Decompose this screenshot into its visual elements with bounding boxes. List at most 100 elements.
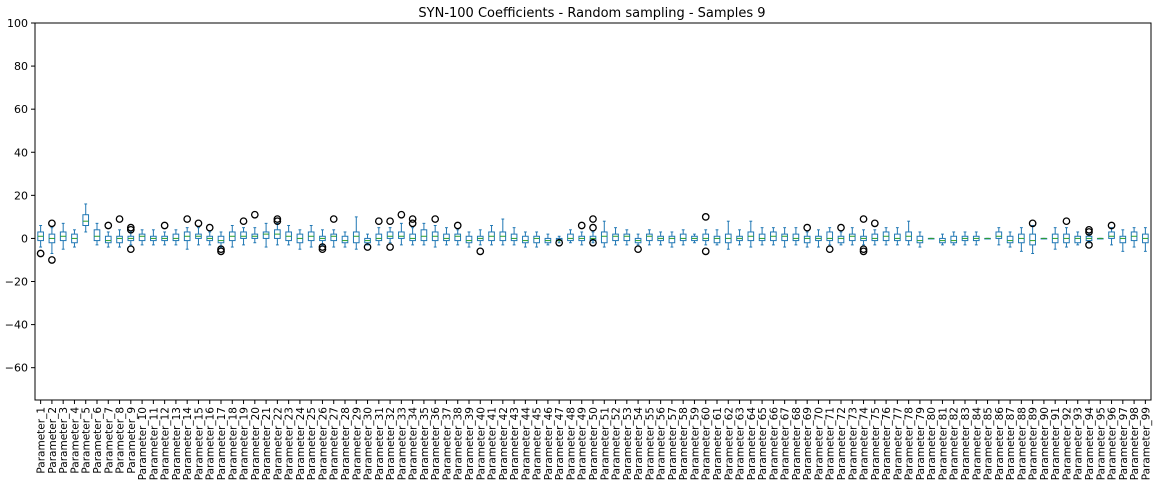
box-iqr bbox=[1029, 233, 1036, 246]
x-tick-label: Parameter_58 bbox=[678, 407, 690, 480]
box-iqr bbox=[612, 233, 619, 242]
box-72 bbox=[837, 223, 845, 246]
x-tick-label: Parameter_56 bbox=[656, 407, 668, 481]
box-98 bbox=[1130, 227, 1138, 248]
box-23 bbox=[285, 225, 292, 246]
x-tick-label: Parameter_87 bbox=[1005, 407, 1017, 480]
box-53 bbox=[623, 229, 631, 246]
box-67 bbox=[781, 227, 788, 248]
box-15 bbox=[194, 219, 203, 246]
outlier-point bbox=[1085, 241, 1093, 249]
y-tick-label: −40 bbox=[5, 319, 28, 332]
x-tick-label: Parameter_3 bbox=[58, 407, 70, 474]
box-76 bbox=[882, 227, 890, 246]
x-tick-label: Parameter_93 bbox=[1073, 407, 1085, 480]
x-tick-label: Parameter_63 bbox=[735, 407, 747, 480]
box-50 bbox=[589, 215, 597, 247]
x-tick-label: Parameter_65 bbox=[757, 407, 769, 480]
box-iqr bbox=[894, 233, 901, 242]
box-iqr bbox=[409, 233, 416, 242]
box-85 bbox=[984, 237, 991, 240]
box-6 bbox=[93, 222, 101, 246]
outlier-point bbox=[36, 249, 45, 258]
box-34 bbox=[408, 215, 417, 246]
outlier-point bbox=[217, 247, 225, 256]
box-87 bbox=[1006, 231, 1014, 248]
x-tick-label: Parameter_74 bbox=[859, 407, 871, 481]
y-tick-label: 100 bbox=[7, 17, 28, 30]
x-tick-label: Parameter_14 bbox=[182, 407, 194, 481]
box-44 bbox=[522, 231, 529, 248]
x-tick-label: Parameter_94 bbox=[1084, 407, 1096, 481]
box-86 bbox=[995, 227, 1003, 246]
box-92 bbox=[1062, 217, 1071, 248]
outlier-point bbox=[1085, 225, 1093, 234]
box-59 bbox=[691, 233, 698, 244]
x-tick-label: Parameter_71 bbox=[825, 407, 837, 480]
plot-frame bbox=[34, 22, 1152, 401]
box-iqr bbox=[386, 231, 394, 239]
box-16 bbox=[205, 223, 214, 246]
box-99 bbox=[1142, 227, 1149, 252]
outlier-point bbox=[250, 210, 259, 219]
outlier-point bbox=[183, 215, 192, 223]
box-iqr bbox=[1119, 235, 1127, 244]
x-tick-label: Parameter_76 bbox=[881, 407, 893, 481]
box-iqr bbox=[623, 233, 631, 242]
y-axis: −60 −40 −20 0 20 40 60 80 100 bbox=[5, 17, 35, 375]
box-13 bbox=[172, 229, 180, 246]
box-96 bbox=[1107, 221, 1116, 246]
box-iqr bbox=[454, 233, 462, 242]
box-81 bbox=[939, 233, 946, 246]
box-97 bbox=[1119, 229, 1127, 252]
outlier-point bbox=[701, 213, 710, 221]
x-tick-label: Parameter_88 bbox=[1016, 407, 1028, 480]
x-tick-label: Parameter_4 bbox=[69, 407, 81, 474]
box-83 bbox=[961, 231, 969, 246]
x-tick-label: Parameter_57 bbox=[667, 407, 679, 480]
x-tick-label: Parameter_81 bbox=[937, 407, 949, 480]
x-tick-label: Parameter_80 bbox=[926, 407, 938, 480]
x-tick-label: Parameter_17 bbox=[216, 407, 228, 480]
box-14 bbox=[183, 215, 192, 250]
box-17 bbox=[217, 231, 225, 256]
x-tick-label: Parameter_6 bbox=[92, 407, 104, 474]
x-tick-label: Parameter_7 bbox=[103, 407, 115, 474]
x-tick-label: Parameter_44 bbox=[520, 407, 532, 481]
box-47 bbox=[555, 235, 564, 247]
box-iqr bbox=[138, 233, 146, 242]
box-iqr bbox=[522, 235, 529, 244]
outlier-point bbox=[825, 245, 834, 254]
box-iqr bbox=[262, 231, 270, 239]
x-tick-label: Parameter_92 bbox=[1061, 407, 1073, 480]
x-tick-label: Parameter_72 bbox=[836, 407, 848, 480]
x-tick-label: Parameter_42 bbox=[498, 407, 510, 480]
x-tick-label: Parameter_43 bbox=[509, 407, 521, 480]
x-tick-label: Parameter_48 bbox=[565, 407, 577, 480]
plot-marks bbox=[36, 203, 1149, 264]
box-iqr bbox=[792, 233, 800, 242]
box-18 bbox=[228, 225, 236, 248]
x-tick-label: Parameter_5 bbox=[81, 407, 93, 474]
box-71 bbox=[825, 227, 834, 254]
box-iqr bbox=[837, 235, 845, 244]
x-tick-label: Parameter_54 bbox=[633, 407, 645, 481]
box-54 bbox=[634, 233, 642, 254]
y-tick-label: 80 bbox=[14, 60, 28, 73]
box-46 bbox=[544, 233, 552, 246]
outlier-point bbox=[48, 219, 56, 228]
box-iqr bbox=[1006, 235, 1014, 244]
x-tick-label: Parameter_28 bbox=[340, 407, 352, 480]
x-tick-label: Parameter_55 bbox=[644, 407, 656, 480]
box-21 bbox=[262, 222, 270, 248]
x-tick-label: Parameter_45 bbox=[532, 407, 544, 480]
x-tick-label: Parameter_38 bbox=[453, 407, 465, 480]
x-tick-label: Parameter_18 bbox=[227, 407, 239, 480]
y-tick-label: −60 bbox=[5, 362, 28, 375]
outlier-point bbox=[318, 243, 327, 251]
box-iqr bbox=[1074, 235, 1082, 244]
box-49 bbox=[577, 221, 586, 246]
outlier-point bbox=[126, 223, 135, 232]
outlier-point bbox=[115, 215, 124, 223]
x-tick-label: Parameter_47 bbox=[554, 407, 566, 480]
